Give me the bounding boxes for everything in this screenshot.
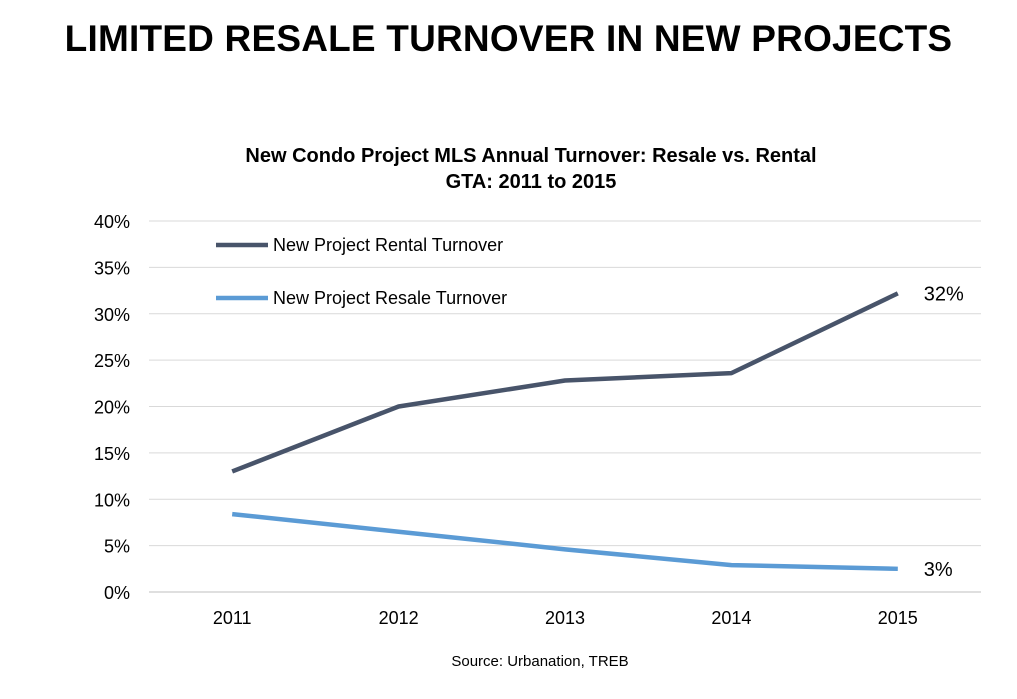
y-tick-label: 30%: [94, 305, 130, 325]
y-tick-label: 25%: [94, 351, 130, 371]
gridlines: [149, 220, 981, 547]
y-tick-label: 40%: [94, 212, 130, 232]
x-tick-label: 2013: [545, 608, 585, 628]
y-tick-label: 5%: [104, 537, 130, 557]
x-tick-label: 2014: [711, 608, 751, 628]
legend-label: New Project Rental Turnover: [273, 235, 503, 255]
source-note: Source: Urbanation, TREB: [451, 653, 629, 670]
x-tick-label: 2011: [213, 608, 252, 628]
legend-label: New Project Resale Turnover: [273, 288, 507, 308]
axes: 0% 5% 10% 15% 20% 25% 30% 35% 40% 2011 2012 2013 201…: [94, 212, 981, 628]
x-tick-label: 2012: [379, 608, 419, 628]
chart-title: New Condo Project MLS Annual Turnover: R…: [245, 145, 816, 167]
slide-title: LIMITED RESALE TURNOVER IN NEW PROJECTS: [64, 18, 953, 59]
series-line-rental: [231, 291, 899, 474]
end-value-label: 32%: [924, 283, 964, 305]
end-value-label: 3%: [924, 559, 953, 581]
legend: New Project Rental Turnover New Project R…: [216, 235, 507, 308]
series-lines: 32% 3%: [231, 283, 964, 581]
y-tick-label: 15%: [94, 444, 130, 464]
y-tick-label: 20%: [94, 398, 130, 418]
y-tick-label: 35%: [94, 258, 130, 278]
y-tick-label: 10%: [94, 490, 130, 510]
x-tick-label: 2015: [878, 608, 918, 628]
y-tick-label: 0%: [104, 583, 130, 603]
series-line-resale: [231, 511, 898, 572]
chart-subtitle: GTA: 2011 to 2015: [446, 171, 617, 193]
